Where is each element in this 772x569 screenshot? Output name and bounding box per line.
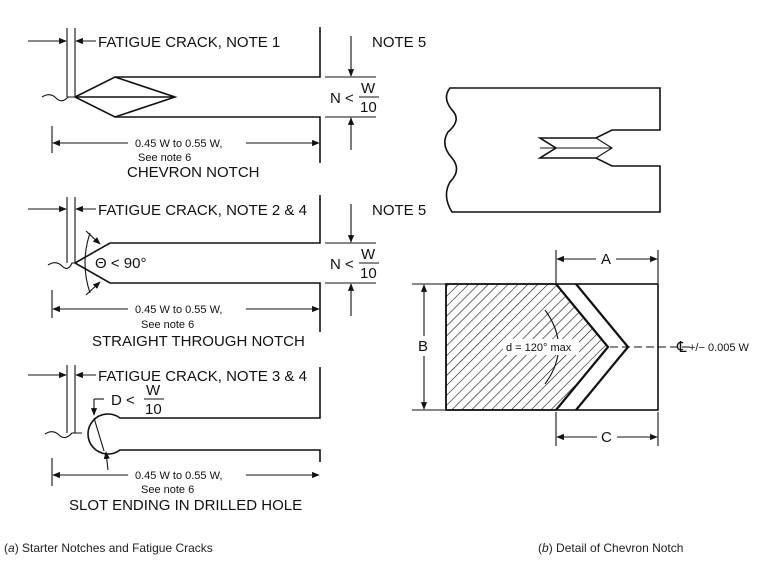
chevron-crack-label: FATIGUE CRACK, NOTE 1 [98,34,280,51]
centerline-symbol: ℄ [676,339,687,356]
chevron-title: CHEVRON NOTCH [127,164,260,181]
caption-a: (a) Starter Notches and Fatigue Cracks [4,541,213,555]
caption-a-text: Starter Notches and Fatigue Cracks [22,541,213,555]
chevron-inner-edge [555,283,610,411]
chevron-w-numerator: W [361,80,376,97]
straight-w-denominator: 10 [360,265,377,282]
chevron-notch-figure: FATIGUE CRACK, NOTE 1 NOTE 5 N < W 10 0.… [28,27,426,181]
caption-b-text: Detail of Chevron Notch [556,541,683,555]
chevron-note5: NOTE 5 [372,34,426,51]
chevron-specimen-figure [444,87,661,213]
chevron-n-label: N < [330,90,354,107]
straight-angle-arrow-top [85,230,101,245]
caption-b-letter: b [542,541,549,555]
slot-specimen-outline [87,367,321,462]
dim-c-label: C [601,429,612,446]
straight-angle-arc [84,232,91,294]
caption-a-letter: a [8,541,15,555]
slot-notch-figure: FATIGUE CRACK, NOTE 3 & 4 D < W 10 0.45 … [28,365,321,514]
straight-angle-label: Θ < 90° [95,255,146,272]
chevron-range: 0.45 W to 0.55 W, [135,138,222,150]
chevron-detail-figure: d = 120° max ℄ +/− 0.005 W A B C [412,250,750,446]
straight-crack-label: FATIGUE CRACK, NOTE 2 & 4 [98,202,307,219]
straight-note5: NOTE 5 [372,202,426,219]
chevron-notch-lines [75,76,178,118]
caption-b: (b) Detail of Chevron Notch [538,541,683,555]
straight-fatigue-crack [47,262,75,269]
slot-range: 0.45 W to 0.55 W, [135,470,222,482]
slot-d-arrow-bottom [103,451,110,471]
specimen-outline [444,87,661,213]
slot-diameter-line [93,417,105,452]
straight-notch-figure: FATIGUE CRACK, NOTE 2 & 4 NOTE 5 Θ < 90°… [28,195,426,350]
slot-d-label: D < [111,392,135,409]
slot-title: SLOT ENDING IN DRILLED HOLE [69,497,302,514]
straight-w-numerator: W [361,246,376,263]
straight-range: 0.45 W to 0.55 W, [135,304,222,316]
angle-label: d = 120° max [506,342,572,354]
centerline-tolerance: +/− 0.005 W [689,342,750,354]
angle-label-bg [503,339,579,355]
dim-a-label: A [601,251,611,268]
straight-see-note: See note 6 [141,319,194,331]
chevron-w-denominator: 10 [360,99,377,116]
slot-see-note: See note 6 [141,484,194,496]
chevron-see-note: See note 6 [138,152,191,164]
specimen-notch-tip [595,137,614,159]
slot-w-denominator: 10 [145,401,162,418]
slot-w-numerator: W [146,382,161,399]
dim-b-label: B [418,338,428,355]
straight-title: STRAIGHT THROUGH NOTCH [92,333,305,350]
straight-n-label: N < [330,256,354,273]
chevron-fatigue-crack [41,94,75,102]
straight-angle-arrow-bottom [85,281,101,296]
slot-fatigue-crack [44,431,82,439]
slot-crack-label: FATIGUE CRACK, NOTE 3 & 4 [98,368,307,385]
